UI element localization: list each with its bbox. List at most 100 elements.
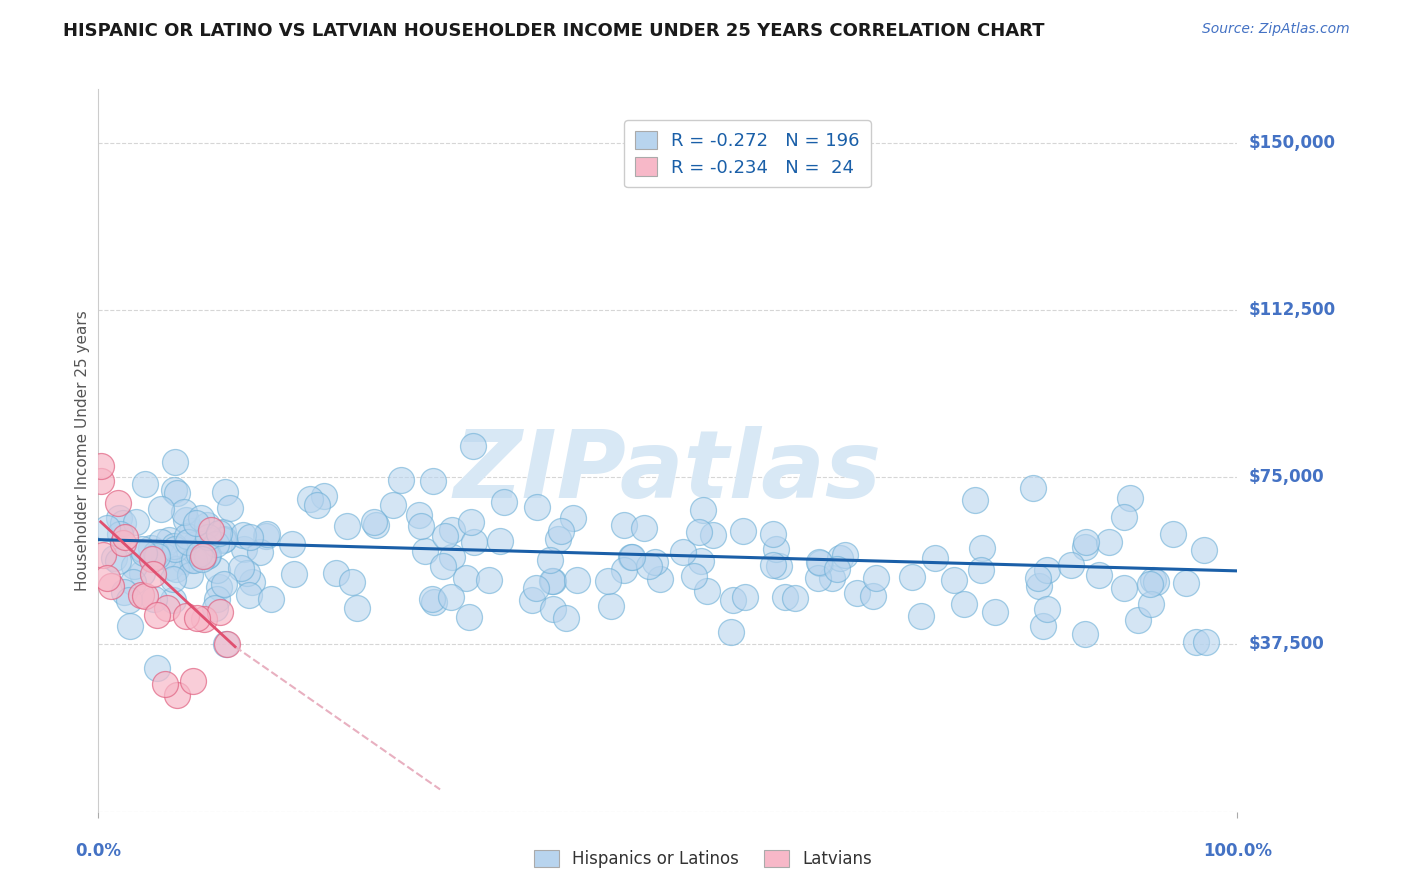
Point	[1028, 579, 1050, 593]
Point	[423, 595, 446, 609]
Point	[142, 551, 165, 566]
Point	[205, 592, 228, 607]
Point	[134, 589, 156, 603]
Point	[181, 524, 204, 539]
Point	[1194, 542, 1216, 557]
Point	[734, 591, 756, 605]
Point	[153, 549, 176, 563]
Point	[149, 535, 172, 549]
Point	[984, 605, 1007, 619]
Point	[233, 541, 256, 556]
Point	[702, 528, 724, 542]
Point	[364, 518, 387, 533]
Point	[565, 574, 588, 588]
Point	[648, 573, 671, 587]
Point	[415, 543, 437, 558]
Point	[198, 533, 221, 547]
Text: $37,500: $37,500	[1249, 635, 1324, 654]
Point	[1140, 597, 1163, 611]
Point	[112, 585, 135, 599]
Point	[146, 661, 169, 675]
Point	[862, 590, 884, 604]
Text: 0.0%: 0.0%	[76, 842, 121, 860]
Point	[489, 533, 512, 548]
Point	[1112, 510, 1135, 524]
Point	[810, 557, 832, 571]
Point	[153, 677, 176, 691]
Point	[340, 574, 363, 589]
Point	[118, 593, 141, 607]
Point	[1098, 535, 1121, 549]
Point	[195, 549, 218, 563]
Point	[122, 558, 145, 573]
Point	[108, 526, 131, 541]
Point	[163, 483, 186, 497]
Point	[208, 526, 231, 541]
Point	[389, 473, 412, 487]
Point	[145, 546, 167, 560]
Point	[193, 549, 215, 563]
Point	[187, 547, 209, 561]
Point	[134, 545, 156, 559]
Point	[773, 590, 796, 604]
Point	[346, 600, 368, 615]
Point	[1144, 575, 1167, 590]
Point	[90, 475, 112, 489]
Point	[972, 541, 994, 555]
Point	[103, 551, 125, 566]
Point	[181, 673, 204, 688]
Y-axis label: Householder Income Under 25 years: Householder Income Under 25 years	[75, 310, 90, 591]
Point	[156, 601, 179, 615]
Point	[111, 536, 134, 550]
Point	[846, 586, 869, 600]
Point	[141, 541, 163, 556]
Point	[381, 498, 404, 512]
Point	[232, 528, 254, 542]
Point	[165, 455, 187, 469]
Point	[212, 533, 235, 547]
Point	[90, 458, 112, 473]
Point	[1073, 627, 1095, 641]
Point	[550, 524, 572, 538]
Point	[149, 502, 172, 516]
Point	[619, 549, 641, 564]
Point	[692, 503, 714, 517]
Text: $150,000: $150,000	[1249, 134, 1336, 152]
Point	[212, 533, 235, 547]
Point	[307, 498, 329, 512]
Point	[173, 554, 195, 568]
Point	[177, 534, 200, 549]
Point	[184, 516, 207, 530]
Point	[193, 612, 215, 626]
Point	[492, 494, 515, 508]
Point	[554, 611, 576, 625]
Point	[108, 511, 131, 525]
Point	[963, 492, 986, 507]
Point	[176, 528, 198, 542]
Point	[249, 544, 271, 558]
Point	[689, 554, 711, 568]
Point	[256, 527, 278, 541]
Point	[463, 439, 485, 453]
Point	[599, 599, 621, 614]
Text: $75,000: $75,000	[1249, 468, 1324, 486]
Point	[194, 544, 217, 558]
Text: $112,500: $112,500	[1249, 301, 1336, 319]
Point	[807, 571, 830, 585]
Point	[215, 637, 238, 651]
Point	[174, 513, 197, 527]
Point	[184, 536, 207, 550]
Point	[547, 532, 569, 546]
Point	[141, 551, 163, 566]
Legend: Hispanics or Latinos, Latvians: Hispanics or Latinos, Latvians	[527, 843, 879, 875]
Point	[131, 542, 153, 557]
Point	[166, 486, 188, 500]
Text: 100.0%: 100.0%	[1202, 842, 1272, 860]
Point	[598, 574, 620, 589]
Point	[336, 519, 359, 533]
Point	[644, 555, 666, 569]
Point	[1026, 572, 1049, 586]
Point	[456, 571, 478, 585]
Point	[1036, 602, 1059, 616]
Point	[1076, 534, 1098, 549]
